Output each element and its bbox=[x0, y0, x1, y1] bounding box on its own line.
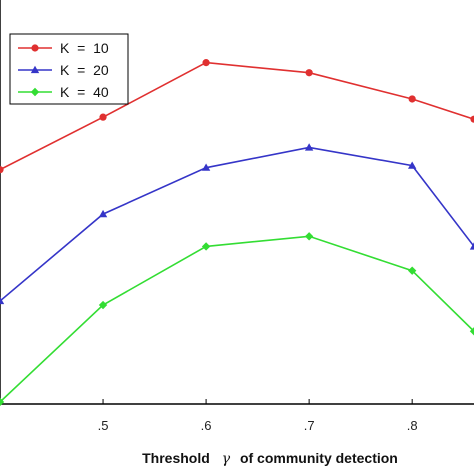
series-1-point-3 bbox=[202, 59, 210, 67]
x-axis-title: Threshold γ of community detection bbox=[142, 450, 398, 467]
legend-label-1: K = 10 bbox=[60, 40, 109, 56]
x-axis: .5 .6 .7 .8 bbox=[98, 399, 418, 433]
x-tick-label-2: .6 bbox=[201, 418, 212, 433]
x-axis-title-part-2: of community detection bbox=[240, 450, 398, 466]
series-line-2 bbox=[0, 146, 474, 302]
series-2-point-5 bbox=[407, 161, 417, 169]
legend-marker-2 bbox=[30, 65, 40, 74]
legend-entries: K = 10 K = 20 K = 40 bbox=[18, 40, 109, 100]
series-2-point-1 bbox=[0, 296, 5, 305]
series-line-1 bbox=[0, 61, 474, 171]
series-line-3 bbox=[0, 235, 474, 403]
x-axis-title-part-1: Threshold bbox=[142, 450, 210, 466]
x-tick-label-3: .7 bbox=[304, 418, 315, 433]
series-3-point-3 bbox=[201, 242, 211, 251]
legend-label-2: K = 20 bbox=[60, 62, 109, 78]
legend-marker-3 bbox=[30, 87, 40, 97]
series-layer bbox=[0, 59, 474, 407]
x-axis-title-gamma: γ bbox=[222, 451, 231, 467]
series-1-point-5 bbox=[408, 95, 416, 103]
series-1-point-2 bbox=[99, 113, 107, 121]
series-2-point-3 bbox=[201, 163, 211, 171]
legend-marker-1 bbox=[31, 44, 39, 52]
x-tick-label-4: .8 bbox=[407, 418, 418, 433]
legend-label-3: K = 40 bbox=[60, 84, 109, 100]
series-1-point-4 bbox=[305, 69, 313, 77]
series-3-point-5 bbox=[407, 266, 417, 275]
series-1-point-1 bbox=[0, 166, 4, 174]
series-3-point-2 bbox=[98, 300, 108, 310]
legend: K = 10 K = 20 K = 40 bbox=[9, 33, 129, 105]
series-2-point-6 bbox=[469, 242, 474, 250]
series-3-point-4 bbox=[304, 232, 314, 241]
series-3-point-1 bbox=[0, 397, 5, 407]
x-tick-label-1: .5 bbox=[98, 418, 109, 433]
series-2-point-4 bbox=[304, 143, 314, 151]
series-3-point-6 bbox=[469, 327, 474, 336]
series-1-point-6 bbox=[470, 115, 474, 123]
series-2-point-2 bbox=[98, 209, 108, 218]
